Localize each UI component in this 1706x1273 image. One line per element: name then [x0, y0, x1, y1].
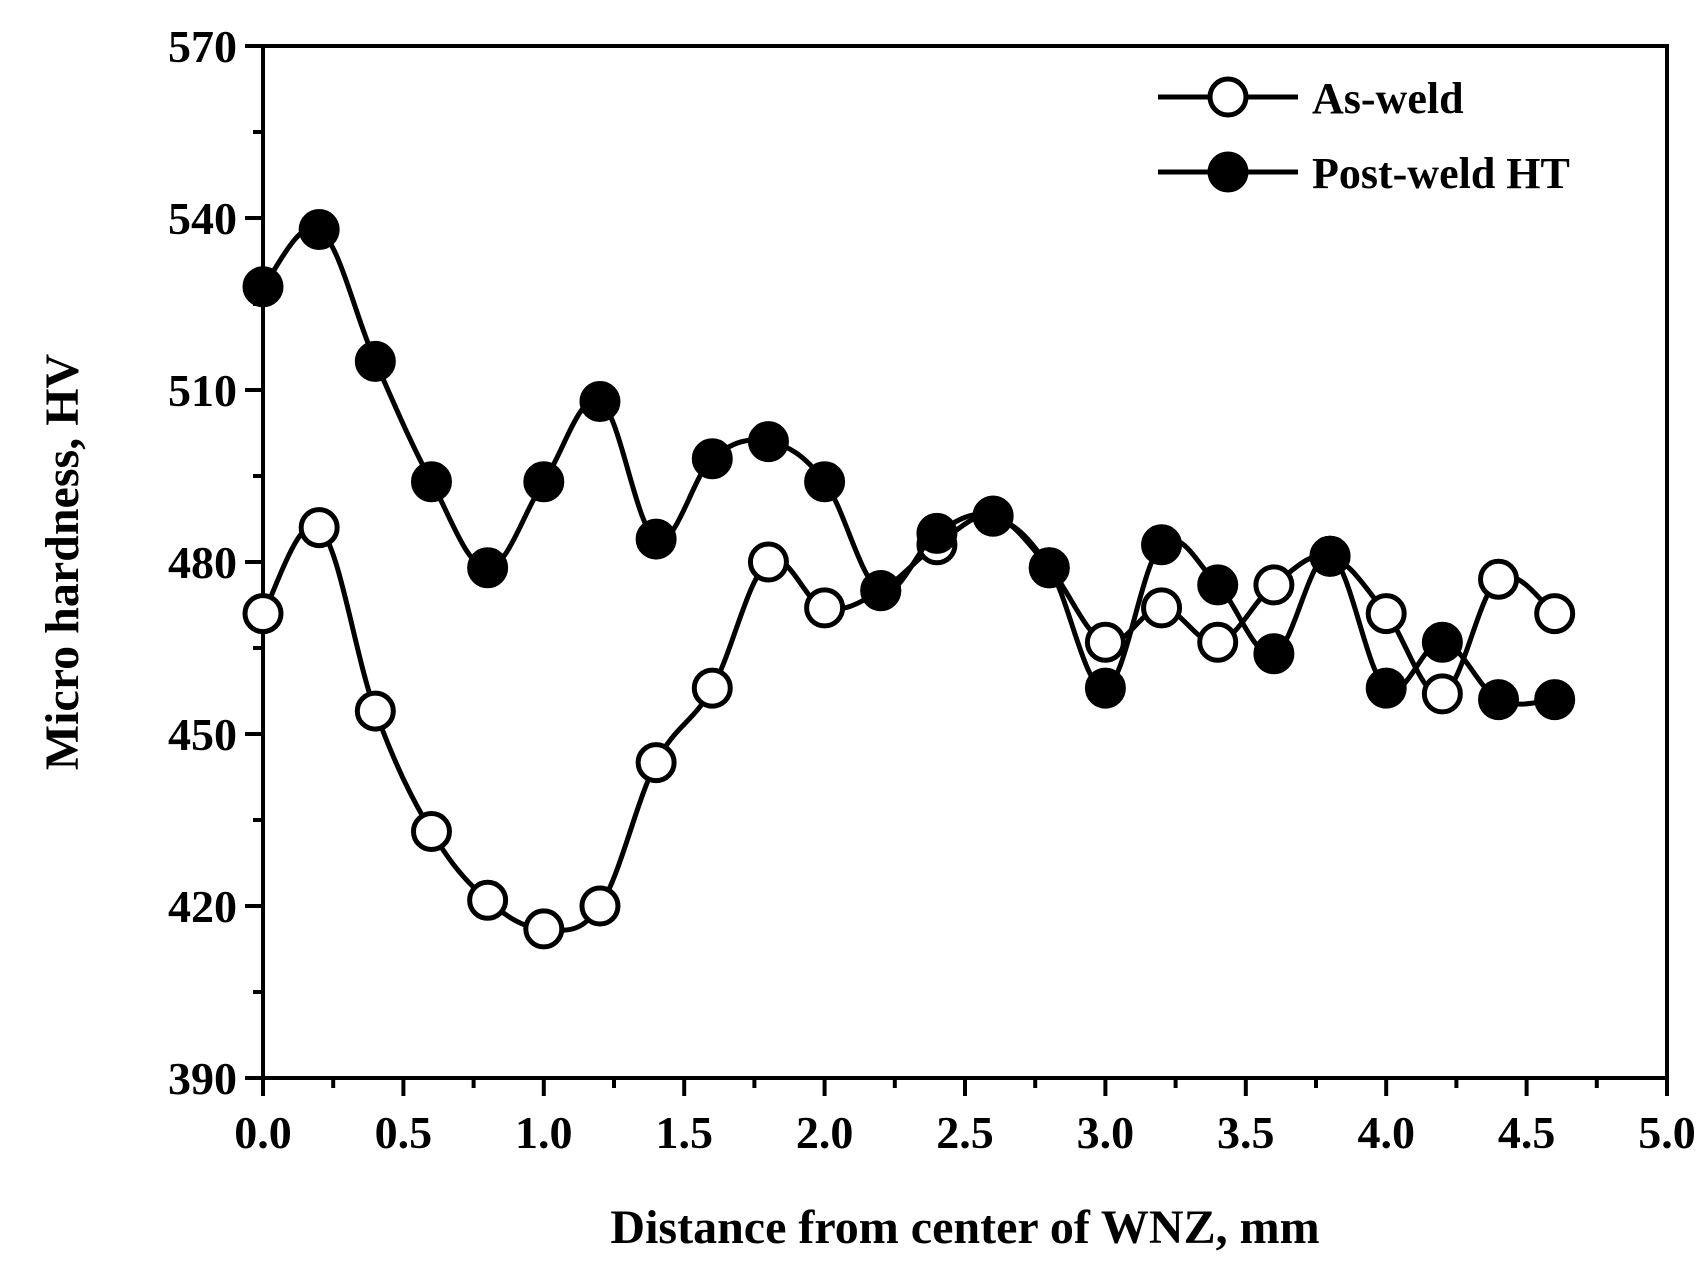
point-post-weld-ht-5 [523, 461, 565, 503]
point-as-weld-16 [1141, 587, 1183, 629]
point-post-weld-ht-6 [579, 380, 621, 422]
point-as-weld-18 [1253, 564, 1295, 606]
point-post-weld-ht-2 [354, 340, 396, 382]
point-post-weld-ht-11 [860, 570, 902, 612]
point-post-weld-ht-1 [298, 208, 340, 250]
point-post-weld-ht-10 [804, 461, 846, 503]
x-tick-label-3: 1.5 [655, 1107, 713, 1158]
x-tick-label-8: 4.0 [1357, 1107, 1415, 1158]
point-as-weld-6 [579, 885, 621, 927]
point-post-weld-ht-17 [1197, 564, 1239, 606]
x-tick-label-9: 4.5 [1498, 1107, 1556, 1158]
point-post-weld-ht-19 [1309, 535, 1351, 577]
x-tick-label-5: 2.5 [936, 1107, 994, 1158]
x-tick-label-7: 3.5 [1217, 1107, 1275, 1158]
point-as-weld-20 [1365, 593, 1407, 635]
legend-marker-as-weld [1207, 76, 1249, 118]
y-tick-label-0: 390 [168, 1053, 237, 1104]
legend-label-as-weld: As-weld [1312, 74, 1464, 123]
point-post-weld-ht-21 [1421, 621, 1463, 663]
point-as-weld-17 [1197, 621, 1239, 663]
x-tick-label-1: 0.5 [375, 1107, 433, 1158]
y-tick-label-3: 480 [168, 537, 237, 588]
x-tick-label-4: 2.0 [796, 1107, 854, 1158]
point-post-weld-ht-9 [747, 421, 789, 463]
point-post-weld-ht-18 [1253, 633, 1295, 675]
legend-label-post-weld-ht: Post-weld HT [1312, 149, 1570, 198]
y-tick-label-5: 540 [168, 193, 237, 244]
point-post-weld-ht-3 [410, 461, 452, 503]
point-post-weld-ht-23 [1534, 679, 1576, 721]
point-as-weld-4 [467, 879, 509, 921]
x-tick-label-0: 0.0 [234, 1107, 292, 1158]
point-as-weld-3 [410, 810, 452, 852]
point-post-weld-ht-7 [635, 518, 677, 560]
point-as-weld-15 [1084, 621, 1126, 663]
point-post-weld-ht-8 [691, 438, 733, 480]
point-post-weld-ht-15 [1084, 667, 1126, 709]
legend-marker-post-weld-ht [1207, 151, 1249, 193]
series-layer [242, 208, 1576, 950]
point-post-weld-ht-13 [972, 495, 1014, 537]
x-tick-label-2: 1.0 [515, 1107, 573, 1158]
y-tick-label-1: 420 [168, 881, 237, 932]
y-axis-title: Micro hardness, HV [36, 353, 89, 770]
point-post-weld-ht-20 [1365, 667, 1407, 709]
y-tick-label-4: 510 [168, 365, 237, 416]
series-line-as-weld [260, 513, 1557, 933]
x-axis-title: Distance from center of WNZ, mm [610, 1201, 1319, 1254]
point-post-weld-ht-4 [467, 547, 509, 589]
point-post-weld-ht-0 [242, 266, 284, 308]
point-post-weld-ht-16 [1141, 524, 1183, 566]
x-axis-ticks: 0.0 0.5 1.0 1.5 2.0 2.5 3.0 3.5 4.0 4.5 5.0 [234, 1078, 1696, 1158]
point-as-weld-10 [804, 587, 846, 629]
point-as-weld-22 [1478, 558, 1520, 600]
point-as-weld-21 [1421, 673, 1463, 715]
y-tick-label-6: 570 [168, 21, 237, 72]
point-as-weld-5 [523, 908, 565, 950]
y-axis-ticks: 390 420 450 480 510 540 570 [168, 21, 263, 1104]
point-as-weld-9 [747, 541, 789, 583]
point-post-weld-ht-14 [1028, 547, 1070, 589]
point-as-weld-8 [691, 667, 733, 709]
point-post-weld-ht-12 [916, 512, 958, 554]
legend: As-weld Post-weld HT [1158, 74, 1570, 198]
y-tick-label-2: 450 [168, 709, 237, 760]
series-line-post-weld-ht [261, 225, 1555, 707]
x-tick-label-10: 5.0 [1638, 1107, 1696, 1158]
x-tick-label-6: 3.0 [1077, 1107, 1135, 1158]
point-post-weld-ht-22 [1478, 679, 1520, 721]
point-as-weld-0 [242, 593, 284, 635]
point-as-weld-23 [1534, 593, 1576, 635]
point-as-weld-1 [298, 507, 340, 549]
point-as-weld-7 [635, 742, 677, 784]
point-as-weld-2 [354, 690, 396, 732]
